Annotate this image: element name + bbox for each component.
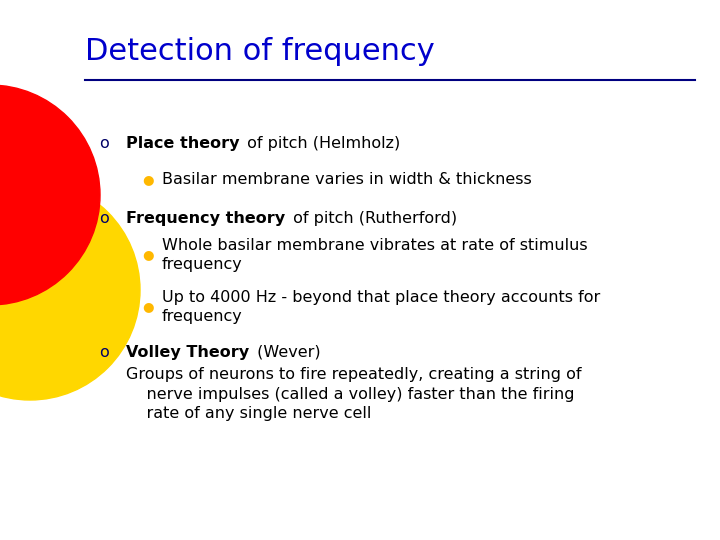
Text: Frequency theory: Frequency theory <box>126 211 285 226</box>
Circle shape <box>0 180 140 400</box>
Text: ●: ● <box>142 300 153 313</box>
Text: of pitch (Helmholz): of pitch (Helmholz) <box>243 136 401 151</box>
Text: Volley Theory: Volley Theory <box>126 345 249 360</box>
Text: (Wever): (Wever) <box>252 345 320 360</box>
Text: ●: ● <box>142 173 153 186</box>
Text: o: o <box>99 345 109 360</box>
Text: o: o <box>99 136 109 151</box>
Text: Basilar membrane varies in width & thickness: Basilar membrane varies in width & thick… <box>162 172 532 187</box>
Text: Whole basilar membrane vibrates at rate of stimulus
frequency: Whole basilar membrane vibrates at rate … <box>162 238 588 272</box>
Text: ●: ● <box>142 248 153 261</box>
Text: Groups of neurons to fire repeatedly, creating a string of
    nerve impulses (c: Groups of neurons to fire repeatedly, cr… <box>126 368 582 421</box>
Text: Detection of frequency: Detection of frequency <box>85 37 435 66</box>
Circle shape <box>0 85 100 305</box>
Text: o: o <box>99 211 109 226</box>
Text: Place theory: Place theory <box>126 136 240 151</box>
Text: of pitch (Rutherford): of pitch (Rutherford) <box>288 211 457 226</box>
Text: Up to 4000 Hz - beyond that place theory accounts for
frequency: Up to 4000 Hz - beyond that place theory… <box>162 289 600 324</box>
